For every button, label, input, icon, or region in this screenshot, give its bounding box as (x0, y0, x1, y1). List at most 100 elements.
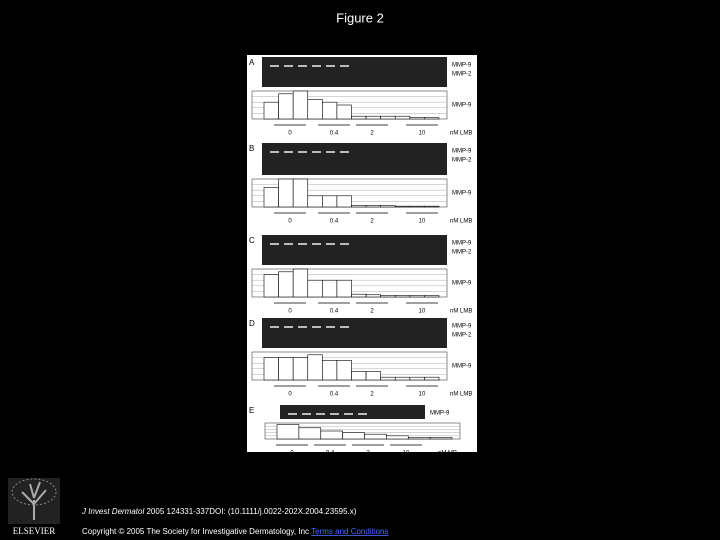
dose-label: 0.4 (330, 131, 339, 137)
bar-shape (263, 101, 279, 120)
bar-shape (409, 117, 425, 120)
bar-shape (424, 205, 440, 208)
band-label: MMP-9 (452, 149, 472, 155)
gel-band (298, 326, 307, 328)
gel-band (340, 326, 349, 328)
gel-band (284, 326, 293, 328)
bar-shape (394, 376, 411, 381)
bar-shape (278, 93, 294, 120)
gel-image (280, 405, 425, 419)
slide-title: Figure 2 (336, 10, 384, 25)
chart-label: MMP-9 (452, 281, 472, 287)
bar-shape (429, 437, 453, 440)
terms-link[interactable]: Terms and Conditions (311, 527, 388, 536)
gel-band (330, 413, 339, 415)
dose-unit: nM LMB (450, 309, 472, 315)
gel-band (270, 151, 279, 153)
bar-shape (380, 295, 396, 298)
bar-shape (307, 354, 323, 381)
bar-shape (292, 357, 309, 381)
bar-shape (322, 195, 338, 208)
bar-shape (307, 279, 323, 298)
gel-band (326, 65, 335, 67)
chart-label: MMP-9 (452, 191, 472, 197)
dose-label: 10 (419, 392, 426, 398)
band-label: MMP-9 (452, 241, 472, 247)
bar-shape (424, 295, 440, 298)
panel-label: B (249, 144, 254, 153)
gel-band (270, 326, 279, 328)
bar-shape (394, 295, 411, 298)
bar-shape (365, 115, 381, 120)
bar-shape (292, 268, 309, 298)
bar-shape (380, 205, 396, 208)
dose-label: 2 (370, 219, 374, 225)
dose-label: 0 (288, 392, 292, 398)
dose-label: 2 (370, 392, 374, 398)
band-label: MMP-2 (452, 250, 472, 256)
bar-shape (292, 178, 309, 208)
gel-band (270, 65, 279, 67)
bar-shape (336, 104, 352, 120)
bar-shape (263, 357, 279, 381)
gel-image (262, 143, 447, 175)
bar-shape (292, 90, 309, 120)
bar-shape (364, 433, 387, 440)
gel-band (298, 65, 307, 67)
bar-shape (263, 187, 279, 208)
dose-label: 0.4 (330, 219, 339, 225)
gel-band (270, 243, 279, 245)
band-label: MMP-9 (452, 324, 472, 330)
dose-label: 0.4 (330, 392, 339, 398)
citation-line: J Invest Dermatol 2005 124331-337DOI: (1… (81, 507, 357, 516)
bar-shape (278, 357, 294, 381)
dose-unit: nM MB (438, 451, 457, 457)
chart-label: MMP-9 (452, 103, 472, 109)
gel-band (288, 413, 297, 415)
logo-tree (21, 481, 47, 520)
journal: J Invest Dermatol (81, 507, 144, 516)
dose-label: 0.4 (330, 309, 339, 315)
gel-image (262, 57, 447, 87)
logo-foliage (11, 478, 57, 506)
gel-band (312, 65, 321, 67)
bar-shape (351, 293, 367, 298)
gel-band (298, 151, 307, 153)
gel-band (344, 413, 353, 415)
gel-band (284, 151, 293, 153)
gel-image (262, 318, 447, 348)
bar-shape (322, 279, 338, 298)
dose-label: 0 (288, 131, 292, 137)
panel-label: A (249, 58, 255, 67)
bar-shape (336, 195, 352, 208)
copyright-line: Copyright © 2005 The Society for Investi… (82, 527, 389, 536)
panel-label: D (249, 319, 255, 328)
dose-label: 0 (288, 309, 292, 315)
dose-label: 0.4 (326, 451, 335, 457)
dose-label: 10 (403, 451, 410, 457)
chart-label: MMP-9 (452, 364, 472, 370)
bar-shape (307, 99, 323, 120)
bar-shape (386, 435, 409, 440)
bar-shape (424, 117, 440, 120)
band-label: MMP-9 (430, 411, 450, 417)
bar-shape (351, 205, 367, 208)
gel-band (312, 243, 321, 245)
bar-shape (407, 437, 431, 440)
logo-text: ELSEVIER (13, 526, 56, 536)
gel-band (302, 413, 311, 415)
panel-label: E (249, 406, 254, 415)
bar-shape (278, 271, 294, 298)
dose-label: 10 (419, 219, 426, 225)
bar-shape (365, 371, 381, 381)
gel-band (340, 151, 349, 153)
gel-band (358, 413, 367, 415)
dose-label: 2 (366, 451, 370, 457)
dose-unit: nM LMB (450, 131, 472, 137)
gel-band (326, 326, 335, 328)
bar-shape (365, 205, 381, 208)
bar-shape (276, 424, 300, 440)
bar-shape (307, 195, 323, 208)
bar-shape (263, 274, 279, 298)
